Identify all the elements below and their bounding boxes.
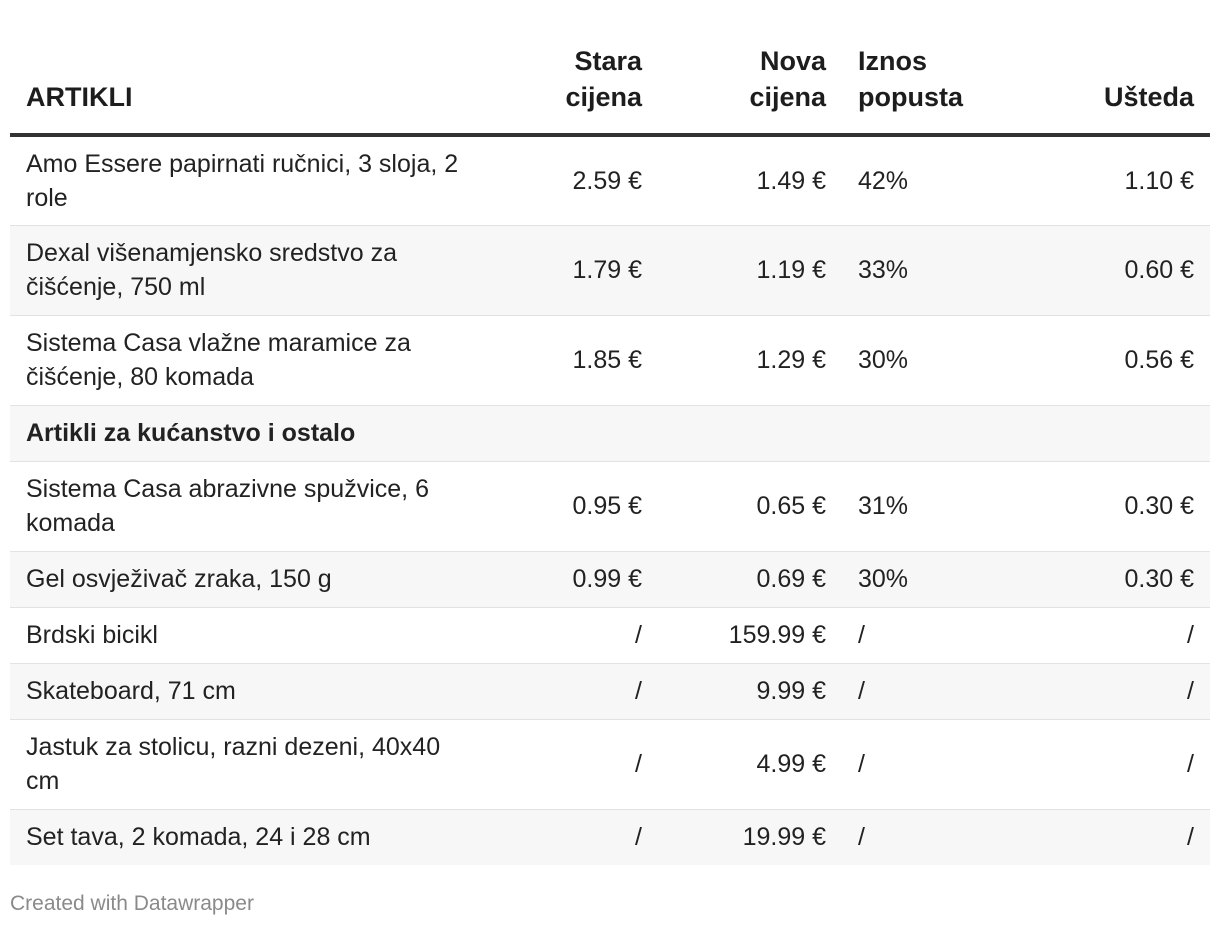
new-price: 4.99 € [658,719,842,810]
old-price: 2.59 € [480,135,658,226]
new-price: 0.65 € [658,461,842,552]
old-price: / [480,607,658,664]
old-price: / [480,719,658,810]
old-price: 1.85 € [480,315,658,406]
savings: 0.60 € [1042,225,1210,316]
old-price: / [480,663,658,720]
item-name: Skateboard, 71 cm [10,663,480,720]
savings: 1.10 € [1042,135,1210,226]
table-row: Brdski bicikl / 159.99 € / / [10,607,1210,664]
savings: 0.56 € [1042,315,1210,406]
discount-percent: / [842,663,1042,720]
item-name: Brdski bicikl [10,607,480,664]
item-name: Amo Essere papirnati ručnici, 3 sloja, 2… [10,135,480,226]
discount-percent: 30% [842,315,1042,406]
table-row: Amo Essere papirnati ručnici, 3 sloja, 2… [10,135,1210,226]
price-table-container: ARTIKLI Stara cijena Nova cijena Iznos popu… [10,0,1210,865]
column-header-nova-cijena[interactable]: Nova cijena [658,0,842,137]
table-row: Gel osvježivač zraka, 150 g 0.99 € 0.69 … [10,551,1210,608]
table-row: Sistema Casa abrazivne spužvice, 6 komad… [10,461,1210,552]
item-name: Dexal višenamjensko sredstvo za čišćenje… [10,225,480,316]
new-price: 159.99 € [658,607,842,664]
old-price: 1.79 € [480,225,658,316]
discount-percent: / [842,809,1042,865]
table-header-row: ARTIKLI Stara cijena Nova cijena Iznos popu… [10,0,1210,137]
item-name: Set tava, 2 komada, 24 i 28 cm [10,809,480,865]
discount-percent: 33% [842,225,1042,316]
savings: / [1042,663,1210,720]
savings: / [1042,809,1210,865]
discount-percent: 31% [842,461,1042,552]
new-price: 9.99 € [658,663,842,720]
savings: 0.30 € [1042,551,1210,608]
column-header-iznos-popusta[interactable]: Iznos popusta [842,0,1042,137]
new-price: 0.69 € [658,551,842,608]
new-price: 1.29 € [658,315,842,406]
item-name: Sistema Casa vlažne maramice za čišćenje… [10,315,480,406]
old-price: / [480,809,658,865]
item-name: Gel osvježivač zraka, 150 g [10,551,480,608]
discount-percent: / [842,607,1042,664]
column-header-artikli[interactable]: ARTIKLI [10,0,480,137]
savings: / [1042,607,1210,664]
discount-percent: 42% [842,135,1042,226]
table-row: Set tava, 2 komada, 24 i 28 cm / 19.99 €… [10,809,1210,865]
old-price: 0.99 € [480,551,658,608]
new-price: 1.19 € [658,225,842,316]
new-price: 1.49 € [658,135,842,226]
datawrapper-credit[interactable]: Created with Datawrapper [10,892,254,915]
savings: / [1042,719,1210,810]
column-header-usteda[interactable]: Ušteda [1042,0,1210,137]
new-price: 19.99 € [658,809,842,865]
table-row: Skateboard, 71 cm / 9.99 € / / [10,663,1210,720]
discount-percent: 30% [842,551,1042,608]
section-row: Artikli za kućanstvo i ostalo [10,405,1210,462]
section-title: Artikli za kućanstvo i ostalo [10,405,1210,462]
table-row: Dexal višenamjensko sredstvo za čišćenje… [10,225,1210,316]
item-name: Sistema Casa abrazivne spužvice, 6 komad… [10,461,480,552]
column-header-stara-cijena[interactable]: Stara cijena [480,0,658,137]
table-row: Sistema Casa vlažne maramice za čišćenje… [10,315,1210,406]
discount-percent: / [842,719,1042,810]
old-price: 0.95 € [480,461,658,552]
price-table: ARTIKLI Stara cijena Nova cijena Iznos popu… [10,0,1210,865]
table-row: Jastuk za stolicu, razni dezeni, 40x40 c… [10,719,1210,810]
item-name: Jastuk za stolicu, razni dezeni, 40x40 c… [10,719,480,810]
savings: 0.30 € [1042,461,1210,552]
